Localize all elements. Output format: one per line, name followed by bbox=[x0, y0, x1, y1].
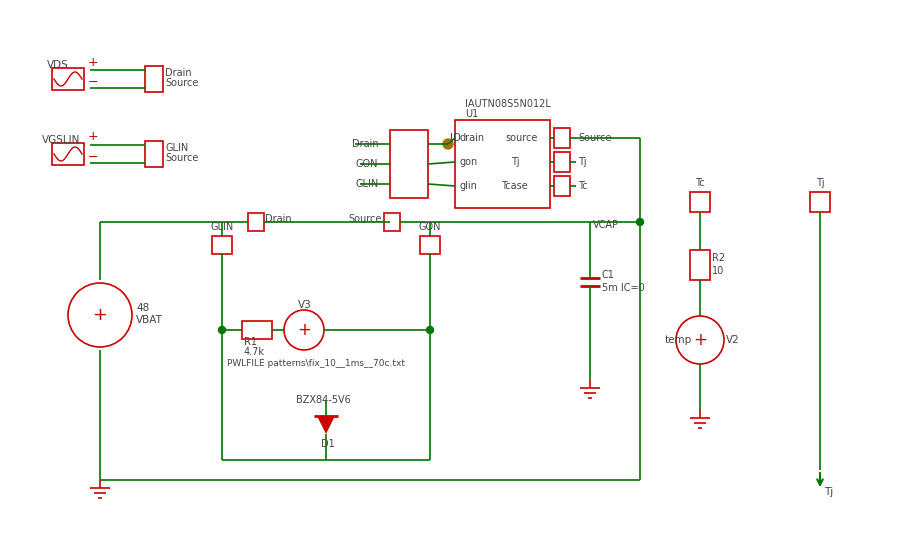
Bar bbox=[554, 176, 570, 196]
Text: drain: drain bbox=[459, 133, 484, 143]
Circle shape bbox=[219, 327, 226, 334]
Text: R2: R2 bbox=[712, 253, 725, 263]
Text: Tc: Tc bbox=[578, 181, 588, 191]
Text: 5m IC=0: 5m IC=0 bbox=[602, 283, 644, 293]
Text: Source: Source bbox=[165, 78, 198, 88]
Text: +: + bbox=[297, 321, 310, 339]
Text: +: + bbox=[693, 331, 706, 349]
Bar bbox=[52, 68, 84, 90]
Text: Source: Source bbox=[165, 153, 198, 163]
Text: BZX84-5V6: BZX84-5V6 bbox=[296, 395, 351, 405]
Text: VGSLIN: VGSLIN bbox=[42, 135, 80, 145]
Bar bbox=[420, 236, 440, 254]
Text: Source: Source bbox=[578, 133, 611, 143]
Text: Tj: Tj bbox=[815, 178, 824, 188]
Bar bbox=[384, 213, 400, 231]
Bar bbox=[390, 130, 428, 198]
Text: U1: U1 bbox=[465, 109, 478, 119]
Bar bbox=[554, 128, 570, 148]
Bar bbox=[455, 120, 550, 208]
Text: C1: C1 bbox=[602, 270, 615, 280]
Text: +: + bbox=[88, 55, 99, 68]
Text: Tc: Tc bbox=[695, 178, 705, 188]
Text: GLIN: GLIN bbox=[356, 179, 379, 189]
Text: GLIN: GLIN bbox=[165, 143, 188, 153]
Text: +: + bbox=[93, 306, 107, 324]
Polygon shape bbox=[317, 416, 335, 434]
Text: V3: V3 bbox=[298, 300, 312, 310]
Text: Drain: Drain bbox=[265, 214, 292, 224]
Text: Tj: Tj bbox=[511, 157, 519, 167]
Text: VDS: VDS bbox=[47, 60, 68, 70]
Text: 10: 10 bbox=[712, 266, 724, 276]
Bar bbox=[690, 192, 710, 212]
Text: +: + bbox=[88, 130, 99, 144]
Bar bbox=[212, 236, 232, 254]
Bar bbox=[145, 141, 163, 167]
Text: GLIN: GLIN bbox=[211, 222, 234, 232]
Text: R1: R1 bbox=[244, 337, 257, 347]
Bar bbox=[690, 250, 710, 280]
Text: ID: ID bbox=[450, 133, 461, 143]
Text: GON: GON bbox=[418, 222, 441, 232]
Text: VCAP: VCAP bbox=[593, 220, 619, 230]
Circle shape bbox=[427, 327, 434, 334]
Bar bbox=[554, 152, 570, 172]
Text: Tcase: Tcase bbox=[501, 181, 527, 191]
Text: GON: GON bbox=[356, 159, 379, 169]
Text: −: − bbox=[88, 76, 98, 88]
Text: VBAT: VBAT bbox=[136, 315, 163, 325]
Text: V2: V2 bbox=[726, 335, 740, 345]
Text: temp: temp bbox=[665, 335, 692, 345]
Circle shape bbox=[443, 139, 453, 149]
Text: Tj: Tj bbox=[578, 157, 587, 167]
Text: 48: 48 bbox=[136, 303, 149, 313]
Bar bbox=[52, 143, 84, 165]
Text: Drain: Drain bbox=[352, 139, 379, 149]
Text: Tj: Tj bbox=[824, 487, 833, 497]
Text: source: source bbox=[505, 133, 537, 143]
Text: Drain: Drain bbox=[165, 68, 192, 78]
Text: D1: D1 bbox=[321, 439, 335, 449]
Text: 4.7k: 4.7k bbox=[244, 347, 265, 357]
Text: Source: Source bbox=[348, 214, 382, 224]
Text: −: − bbox=[88, 151, 98, 163]
Bar bbox=[242, 321, 272, 339]
Bar bbox=[810, 192, 830, 212]
Bar bbox=[145, 66, 163, 92]
Circle shape bbox=[636, 219, 644, 225]
Bar bbox=[248, 213, 264, 231]
Text: glin: glin bbox=[459, 181, 477, 191]
Text: gon: gon bbox=[459, 157, 477, 167]
Text: PWLFILE patterns\fix_10__1ms__70c.txt: PWLFILE patterns\fix_10__1ms__70c.txt bbox=[227, 359, 405, 368]
Text: IAUTN08S5N012L: IAUTN08S5N012L bbox=[465, 99, 551, 109]
